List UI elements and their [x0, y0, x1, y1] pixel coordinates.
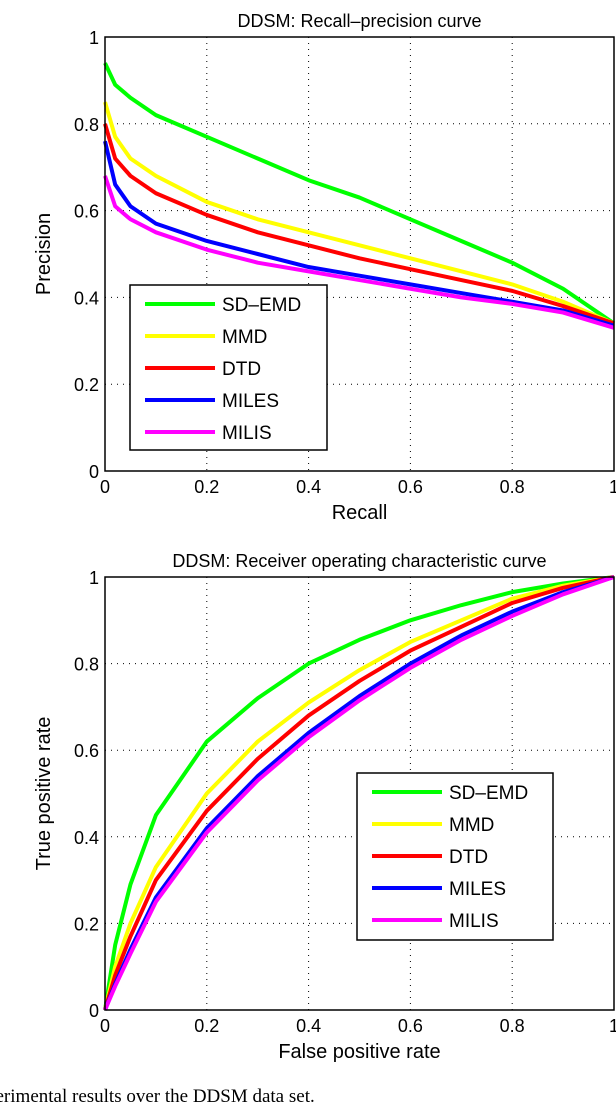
series-line-mmd [103, 575, 615, 1011]
legend-label: MMD [222, 327, 267, 348]
y-tick-label: 0 [89, 462, 99, 482]
y-tick-label: 1 [89, 28, 99, 48]
series-line-sd-emd [103, 62, 616, 326]
x-tick-label: 0 [100, 477, 110, 497]
legend-label: SD–EMD [222, 295, 301, 316]
legend-label: MILES [449, 879, 506, 900]
x-tick-label: 0.6 [398, 1016, 423, 1036]
x-tick-label: 0.2 [194, 1016, 219, 1036]
plot-frame [104, 576, 615, 1011]
y-tick-label: 0.4 [74, 828, 99, 848]
series-line-miles [103, 140, 615, 328]
chart-title: DDSM: Receiver operating characteristic … [172, 551, 546, 571]
series-line-milis [103, 175, 615, 330]
y-tick-label: 1 [89, 568, 99, 588]
x-tick-label: 0.2 [194, 477, 219, 497]
y-tick-label: 0.2 [74, 914, 99, 934]
x-axis-label: False positive rate [278, 1041, 440, 1063]
x-tick-label: 1 [609, 477, 616, 497]
x-tick-label: 0.4 [296, 1016, 321, 1036]
series-line-milis [103, 575, 615, 1011]
x-axis-label: Recall [332, 502, 388, 524]
legend-label: DTD [449, 847, 488, 868]
x-tick-label: 1 [609, 1016, 616, 1036]
x-tick-label: 0 [100, 1016, 110, 1036]
y-tick-label: 0.2 [74, 375, 99, 395]
series-line-dtd [103, 123, 615, 326]
y-tick-label: 0 [89, 1001, 99, 1021]
x-tick-label: 0.4 [296, 477, 321, 497]
plot-frame [104, 36, 615, 472]
y-axis-label: True positive rate [33, 717, 55, 871]
series-line-mmd [103, 101, 615, 326]
figure-caption: perimental results over the DDSM data se… [0, 1086, 315, 1107]
y-tick-label: 0.8 [74, 655, 99, 675]
x-tick-label: 0.8 [500, 477, 525, 497]
series-line-dtd [103, 575, 615, 1011]
legend-label: DTD [222, 359, 261, 380]
legend-label: SD–EMD [449, 783, 528, 804]
legend-label: MMD [449, 815, 494, 836]
y-axis-label: Precision [33, 213, 55, 295]
chart-title: DDSM: Recall–precision curve [237, 11, 481, 31]
legend-label: MILIS [222, 423, 272, 444]
y-tick-label: 0.6 [74, 741, 99, 761]
series-line-sd-emd [103, 575, 615, 1011]
y-tick-label: 0.4 [74, 288, 99, 308]
legend-label: MILIS [449, 911, 499, 932]
y-tick-label: 0.6 [74, 202, 99, 222]
legend-label: MILES [222, 391, 279, 412]
x-tick-label: 0.6 [398, 477, 423, 497]
x-tick-label: 0.8 [500, 1016, 525, 1036]
y-tick-label: 0.8 [74, 115, 99, 135]
